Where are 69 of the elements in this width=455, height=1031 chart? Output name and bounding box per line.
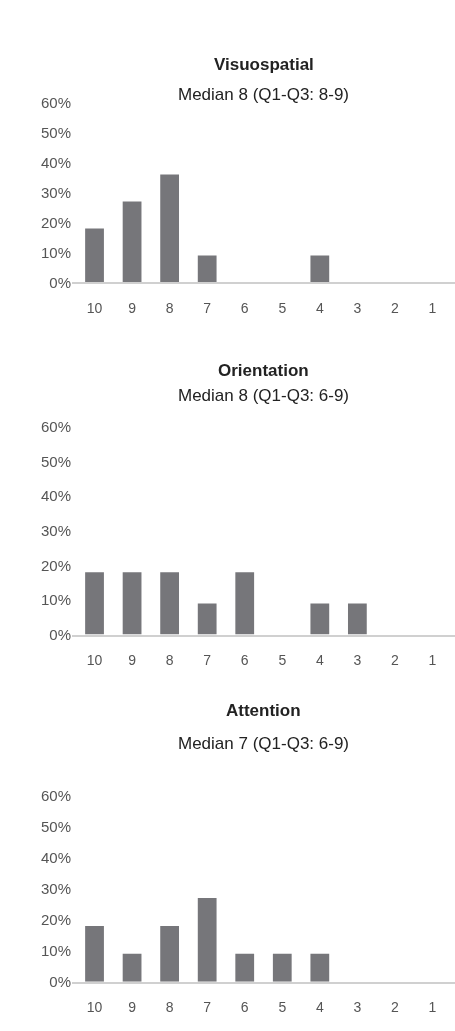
x-tick-label: 8 <box>165 300 174 317</box>
x-tick-label: 5 <box>278 300 287 317</box>
y-tick-label: 20% <box>40 556 71 574</box>
x-tick-label: 6 <box>240 999 249 1016</box>
chart-title: Visuospatial <box>214 55 314 74</box>
bar <box>197 255 217 283</box>
bar <box>197 898 217 982</box>
bar <box>310 255 330 283</box>
x-tick-label: 1 <box>428 999 437 1016</box>
y-tick-label: 0% <box>49 273 71 291</box>
x-tick-label: 2 <box>391 652 400 669</box>
x-tick-label: 4 <box>315 999 324 1016</box>
y-tick-label: 0% <box>49 625 71 643</box>
x-tick-label: 1 <box>428 300 437 317</box>
x-tick-label: 5 <box>278 999 287 1016</box>
bar <box>310 953 330 982</box>
y-tick-label: 10% <box>40 243 71 261</box>
y-tick-label: 60% <box>40 787 71 805</box>
y-tick-label: 20% <box>40 213 71 231</box>
x-tick-label: 1 <box>428 652 437 669</box>
y-tick-label: 50% <box>40 818 71 836</box>
y-tick-label: 30% <box>40 522 71 539</box>
x-tick-label: 3 <box>353 300 362 317</box>
y-tick-label: 0% <box>49 972 71 990</box>
y-tick-label: 40% <box>40 849 71 867</box>
y-tick-label: 60% <box>40 418 71 436</box>
x-tick-label: 3 <box>353 999 362 1016</box>
y-tick-label: 60% <box>40 93 71 111</box>
x-tick-label: 6 <box>240 300 249 317</box>
x-tick-label: 10 <box>86 652 103 669</box>
y-tick-label: 10% <box>40 591 71 609</box>
x-tick-label: 4 <box>315 300 324 317</box>
bar <box>235 953 255 982</box>
x-tick-label: 10 <box>86 300 103 317</box>
x-tick-label: 10 <box>86 999 103 1016</box>
bar <box>160 174 180 283</box>
bar <box>122 201 142 283</box>
y-tick-label: 30% <box>40 183 71 201</box>
x-tick-label: 8 <box>165 652 174 669</box>
y-tick-label: 50% <box>40 452 71 470</box>
y-tick-label: 10% <box>40 941 71 959</box>
x-tick-label: 7 <box>203 999 212 1016</box>
y-tick-label: 50% <box>40 123 71 141</box>
x-tick-label: 3 <box>353 652 362 669</box>
x-tick-label: 5 <box>278 652 287 669</box>
x-tick-label: 6 <box>240 652 249 669</box>
chart-title: Orientation <box>218 361 309 380</box>
x-tick-label: 8 <box>165 999 174 1016</box>
bar <box>272 953 292 982</box>
x-tick-label: 9 <box>128 999 137 1016</box>
chart-subtitle: Median 8 (Q1-Q3: 8-9) <box>178 85 350 104</box>
x-tick-label: 2 <box>391 999 400 1016</box>
bar <box>85 925 104 982</box>
bar <box>122 953 142 982</box>
chart-subtitle: Median 7 (Q1-Q3: 6-9) <box>178 734 350 753</box>
x-tick-label: 7 <box>203 300 212 317</box>
y-tick-label: 20% <box>40 910 71 928</box>
bar <box>85 228 104 283</box>
x-tick-label: 4 <box>315 652 324 669</box>
x-tick-label: 7 <box>203 652 212 669</box>
y-tick-label: 40% <box>40 487 71 505</box>
x-tick-label: 9 <box>128 652 137 669</box>
chart-subtitle: Median 8 (Q1-Q3: 6-9) <box>178 386 350 405</box>
x-tick-label: 2 <box>391 300 400 317</box>
chart-title: Attention <box>226 701 301 720</box>
x-tick-label: 9 <box>128 300 137 317</box>
bar <box>160 925 180 982</box>
y-tick-label: 30% <box>40 880 71 897</box>
y-tick-label: 40% <box>40 153 71 171</box>
